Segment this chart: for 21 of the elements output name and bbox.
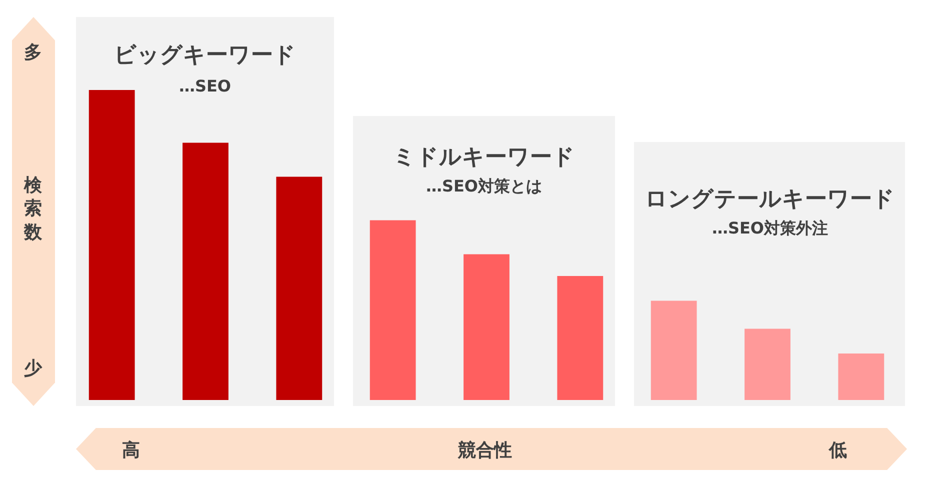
bar: [370, 220, 416, 400]
bar: [838, 354, 884, 400]
y-axis-title: 検索数: [24, 174, 42, 244]
bar: [88, 90, 135, 400]
annotation: …SEO: [178, 76, 232, 96]
bar: [557, 276, 604, 400]
annotation: ロングテールキーワード: [645, 186, 895, 214]
text: ビッグキーワード: [114, 42, 296, 70]
bar: [276, 176, 322, 400]
bar: [650, 300, 697, 400]
annotation: …SEO対策とは: [426, 176, 542, 198]
text: 多: [24, 41, 42, 64]
text: 低: [829, 439, 847, 462]
text: 少: [24, 357, 42, 380]
annotation: ミドルキーワード: [393, 144, 575, 172]
bar: [464, 254, 510, 400]
text: 高: [122, 439, 140, 462]
x-axis-title: 競合性: [458, 439, 512, 462]
annotation: …SEO対策外注: [712, 218, 828, 240]
bar: [182, 142, 228, 400]
bar: [744, 328, 790, 400]
